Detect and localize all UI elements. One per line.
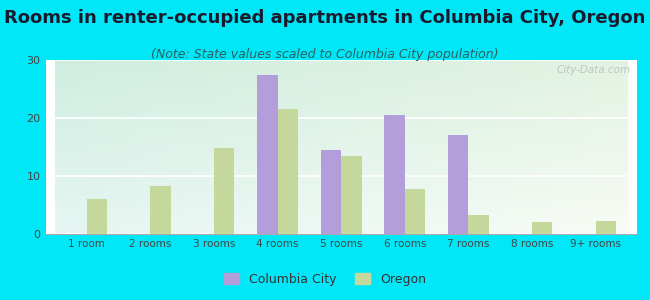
Text: City-Data.com: City-Data.com: [557, 65, 631, 75]
Bar: [341, 156, 361, 234]
Bar: [469, 215, 489, 234]
Bar: [532, 222, 552, 234]
Bar: [150, 186, 171, 234]
Bar: [405, 189, 425, 234]
Bar: [214, 148, 235, 234]
Bar: [321, 150, 341, 234]
Bar: [257, 74, 278, 234]
Bar: [278, 109, 298, 234]
Bar: [595, 221, 616, 234]
Legend: Columbia City, Oregon: Columbia City, Oregon: [219, 268, 431, 291]
Text: (Note: State values scaled to Columbia City population): (Note: State values scaled to Columbia C…: [151, 48, 499, 61]
Bar: [385, 115, 405, 234]
Bar: [448, 135, 469, 234]
Text: Rooms in renter-occupied apartments in Columbia City, Oregon: Rooms in renter-occupied apartments in C…: [5, 9, 645, 27]
Bar: [87, 199, 107, 234]
